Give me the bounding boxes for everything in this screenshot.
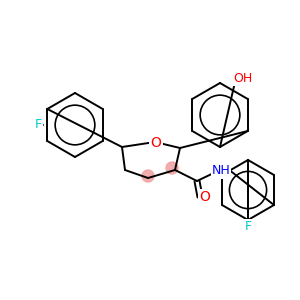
Text: F: F bbox=[34, 118, 42, 131]
Circle shape bbox=[166, 162, 178, 174]
Text: OH: OH bbox=[233, 71, 253, 85]
Text: O: O bbox=[200, 190, 210, 204]
Text: NH: NH bbox=[212, 164, 230, 178]
Circle shape bbox=[142, 170, 154, 182]
Text: O: O bbox=[151, 136, 161, 150]
Text: F: F bbox=[244, 220, 252, 232]
